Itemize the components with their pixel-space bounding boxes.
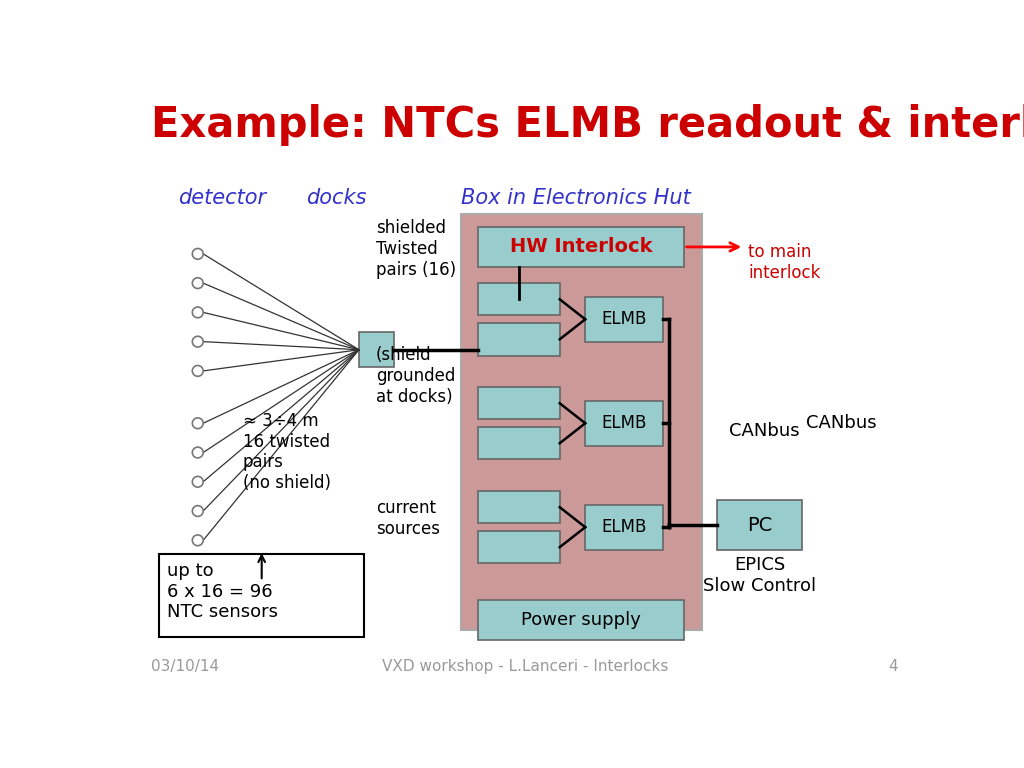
Text: shielded
Twisted
pairs (16): shielded Twisted pairs (16) <box>376 219 456 279</box>
Bar <box>478 601 684 641</box>
Text: Example: NTCs ELMB readout & interlock: Example: NTCs ELMB readout & interlock <box>152 104 1024 146</box>
Text: CANbus: CANbus <box>729 422 800 440</box>
Text: CANbus: CANbus <box>806 414 877 432</box>
Text: ELMB: ELMB <box>601 310 647 328</box>
Circle shape <box>193 505 203 516</box>
Bar <box>478 427 560 459</box>
Bar <box>586 401 663 445</box>
Bar <box>586 297 663 342</box>
Text: HW Interlock: HW Interlock <box>510 237 652 257</box>
Bar <box>478 491 560 523</box>
Text: Power supply: Power supply <box>521 611 641 630</box>
Text: ELMB: ELMB <box>601 414 647 432</box>
Text: Box in Electronics Hut: Box in Electronics Hut <box>461 188 691 208</box>
Circle shape <box>193 307 203 318</box>
Bar <box>478 531 560 564</box>
Circle shape <box>193 418 203 429</box>
Text: EPICS
Slow Control: EPICS Slow Control <box>703 557 816 595</box>
Bar <box>478 227 684 267</box>
Bar <box>478 323 560 356</box>
Circle shape <box>193 476 203 487</box>
Circle shape <box>193 535 203 546</box>
Text: 4: 4 <box>889 658 898 674</box>
Text: 03/10/14: 03/10/14 <box>152 658 219 674</box>
Text: (shield
grounded
at docks): (shield grounded at docks) <box>376 346 456 406</box>
Text: current
sources: current sources <box>376 498 440 538</box>
Text: to main
interlock: to main interlock <box>748 243 820 282</box>
Bar <box>586 505 663 550</box>
Circle shape <box>193 278 203 289</box>
Circle shape <box>193 336 203 347</box>
Bar <box>461 214 701 630</box>
Text: VXD workshop - L.Lanceri - Interlocks: VXD workshop - L.Lanceri - Interlocks <box>382 658 668 674</box>
Circle shape <box>193 366 203 376</box>
Bar <box>717 500 802 551</box>
Text: PC: PC <box>746 516 772 535</box>
Text: docks: docks <box>306 188 367 208</box>
Bar <box>478 387 560 419</box>
Circle shape <box>193 447 203 458</box>
Bar <box>159 554 365 637</box>
Text: ≈ 3÷4 m
16 twisted
pairs
(no shield): ≈ 3÷4 m 16 twisted pairs (no shield) <box>243 412 331 492</box>
Text: ELMB: ELMB <box>601 518 647 536</box>
Bar <box>478 283 560 316</box>
Bar <box>359 333 394 367</box>
Text: up to
6 x 16 = 96
NTC sensors: up to 6 x 16 = 96 NTC sensors <box>167 562 278 621</box>
Text: detector: detector <box>178 188 266 208</box>
Circle shape <box>193 249 203 260</box>
